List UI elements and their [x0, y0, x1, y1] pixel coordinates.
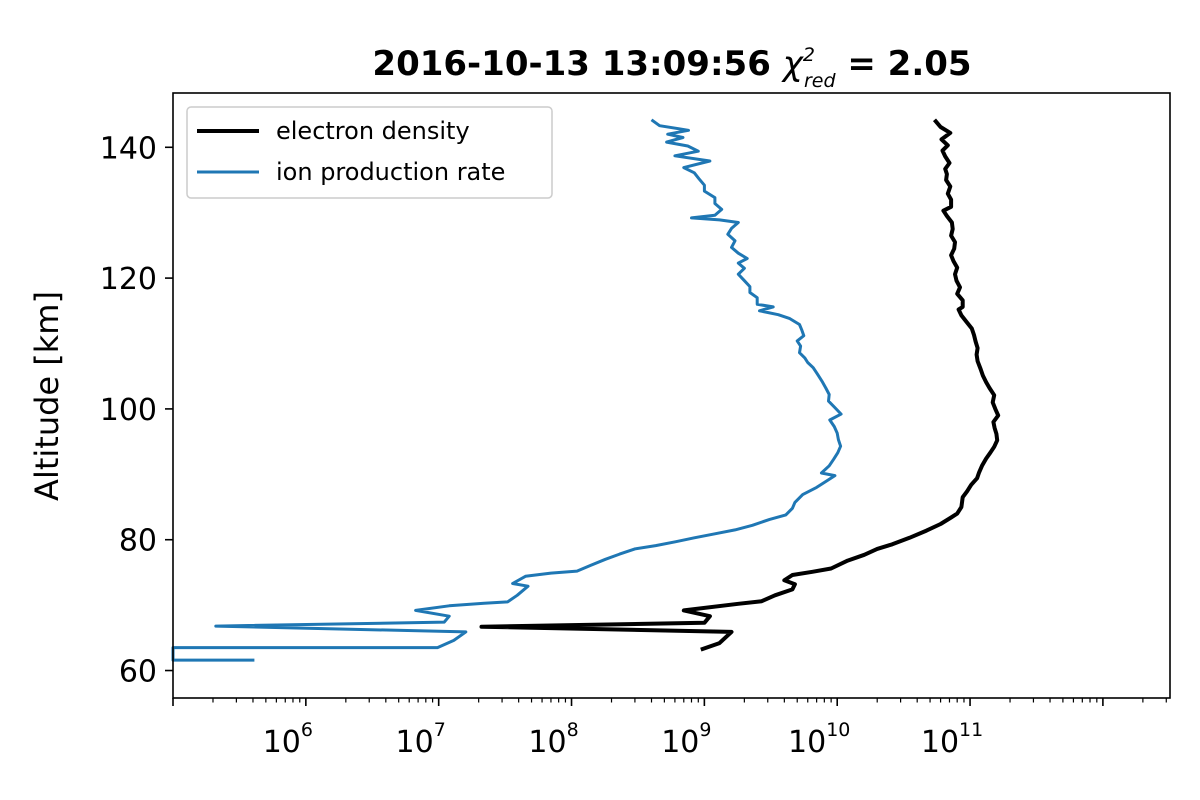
legend-label-electron-density: electron density	[276, 117, 470, 145]
series-line-ion-production-rate	[171, 118, 843, 662]
chart-title-chi-superscript: 2	[803, 44, 815, 66]
chart-title: 2016-10-13 13:09:56 χ2 red = 2.05	[372, 44, 971, 92]
plot-frame	[172, 92, 1171, 699]
y-tick-label: 80	[119, 524, 157, 559]
series-line-electron-density	[479, 118, 1001, 652]
y-axis-title: Altitude [km]	[28, 291, 66, 501]
y-tick-label: 120	[100, 262, 157, 297]
y-tick-label: 100	[100, 393, 157, 428]
legend-box	[186, 106, 553, 199]
series-layer	[171, 118, 1001, 662]
x-axis: 106 107 108 109 1010 1011	[172, 698, 1167, 760]
legend-label-ion-production-rate: ion production rate	[276, 158, 505, 186]
y-axis: 60 80 100 120 140	[100, 131, 173, 690]
x-tick-label: 1010	[788, 719, 850, 760]
x-tick-base: 10	[788, 725, 826, 760]
x-tick-base: 10	[263, 725, 301, 760]
x-tick-exponent: 8	[567, 719, 579, 741]
x-tick-label: 109	[661, 719, 711, 760]
x-tick-exponent: 6	[301, 719, 313, 741]
x-tick-label: 106	[263, 719, 313, 760]
x-tick-label: 108	[528, 719, 578, 760]
x-tick-exponent: 7	[434, 719, 446, 741]
x-tick-exponent: 9	[699, 719, 711, 741]
chart-title-value: 2.05	[888, 44, 972, 84]
x-tick-base: 10	[921, 725, 959, 760]
x-tick-base: 10	[661, 725, 699, 760]
x-tick-exponent: 10	[826, 719, 850, 741]
chart-title-equals: =	[836, 44, 888, 84]
x-tick-exponent: 11	[959, 719, 983, 741]
chart-title-prefix: 2016-10-13 13:09:56	[372, 44, 782, 84]
x-tick-label: 107	[396, 719, 446, 760]
chart-title-chi: χ	[781, 44, 805, 84]
x-tick-label: 1011	[921, 719, 983, 760]
x-tick-base: 10	[528, 725, 566, 760]
x-tick-base: 10	[396, 725, 434, 760]
y-tick-label: 60	[119, 655, 157, 690]
legend: electron density ion production rate	[186, 106, 553, 199]
chart-title-chi-subscript: red	[804, 70, 837, 92]
y-tick-label: 140	[100, 131, 157, 166]
